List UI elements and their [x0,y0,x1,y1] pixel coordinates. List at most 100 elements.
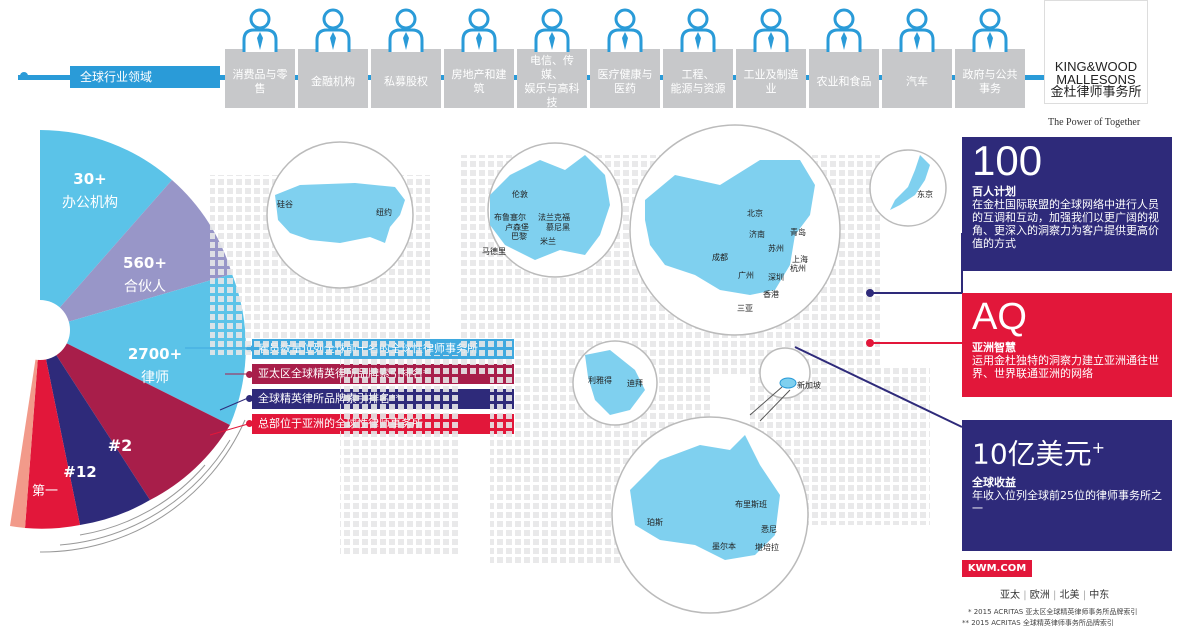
industry-tile: 工业及制造业 [736,49,806,108]
person-icon [388,8,424,52]
region-apac: 亚太 [1000,590,1020,601]
person-icon [753,8,789,52]
industry-label: 工程、 能源与资源 [670,67,726,95]
person-icon [607,8,643,52]
segment-rank12 [40,330,150,525]
panel-revenue: 10亿美元+ 全球收益 年收入位列全球前25位的律师事务所之一 [962,420,1172,551]
industry-label: 电信、传媒、 娱乐与高科技 [524,53,580,109]
industry-heading: 全球行业领域 [70,66,220,88]
city-silicon-valley: 硅谷 [277,200,293,209]
city-tokyo: 东京 [917,190,933,199]
city-madrid: 马德里 [482,247,506,256]
city-chengdu: 成都 [712,253,728,262]
city-singapore: 新加坡 [797,381,821,390]
segment-edge [10,330,40,528]
website-link[interactable]: KWM.COM [962,560,1032,577]
industry-tile: 消费品与零售 [225,49,295,108]
city-hong-kong: 香港 [763,290,779,299]
china-map-circle [629,124,841,336]
industry-label: 金融机构 [311,74,355,88]
logo-line3: 金杜律师事务所 [1050,85,1142,100]
city-new-york: 纽约 [376,208,392,217]
industry-tile: 汽车 [882,49,952,108]
person-icon [826,8,862,52]
industry-label: 政府与公共 事务 [962,67,1018,95]
panel-revenue-sup: + [1091,438,1106,457]
person-icon [680,8,716,52]
lawyers-label: 律师 [141,370,169,386]
panel-aq-sub: 亚洲智慧 [972,341,1016,354]
rank2-value: #2 [107,436,133,455]
industry-tile: 电信、传媒、 娱乐与高科技 [517,49,587,109]
person-icon [972,8,1008,52]
callout-dot-3 [246,395,253,402]
person-icon [242,8,278,52]
city-dubai: 迪拜 [627,379,643,388]
city-brisbane: 布里斯班 [735,500,767,509]
segment-first [25,330,80,529]
panel-100-plan: 100 百人计划 在金杜国际联盟的全球网络中进行人员的互调和互动，加强我们以更广… [962,137,1172,271]
panel-revenue-big: 10亿美元 [972,437,1092,471]
city-melbourne: 墨尔本 [712,542,736,551]
industry-tile: 医疗健康与 医药 [590,49,660,108]
logo-line1: KING&WOOD [1054,59,1138,74]
city-milan: 米兰 [540,237,556,246]
footnote-1: * 2015 ACRITAS 亚太区全球精英律师事务所品牌索引 [968,608,1138,616]
person-icon [534,8,570,52]
industry-label: 消费品与零售 [232,67,288,95]
callout-dot-2 [246,371,253,378]
panel-100-sub: 百人计划 [972,185,1016,198]
industry-tile: 房地产和建筑 [444,49,514,108]
industry-label: 房地产和建筑 [451,67,507,95]
region-list: 亚太 | 欧洲 | 北美 | 中东 [1000,590,1110,601]
industry-tile: 政府与公共 事务 [955,49,1025,108]
rank12-value: #12 [63,463,97,481]
panel-100-big: 100 [972,137,1043,184]
singapore-map-circle [749,347,811,422]
partners-value: 560+ [123,254,167,272]
footnote-2: ** 2015 ACRITAS 全球精英律师事务所品牌索引 [962,619,1114,627]
city-paris: 巴黎 [511,232,527,241]
industry-label: 汽车 [906,74,928,88]
city-guangzhou: 广州 [738,271,754,280]
panel-aq-desc: 运用金杜独特的洞察力建立亚洲通往世界、世界联通亚洲的网络 [972,354,1159,380]
industry-label: 私募股权 [384,74,428,88]
partners-label: 合伙人 [124,279,166,295]
segment-lawyers [40,274,246,425]
stats-radial-chart [10,130,246,553]
first-value: 第一 [31,484,58,499]
city-shenzhen: 深圳 [768,273,784,282]
panel-100-desc: 在金杜国际联盟的全球网络中进行人员的互调和互动，加强我们以更广阔的视角、更深入的… [972,198,1159,250]
segment-offices [40,130,172,330]
us-map-circle [266,141,414,289]
offices-value: 30+ [73,170,107,188]
city-qingdao: 青岛 [790,228,806,237]
panel-revenue-sub: 全球收益 [972,476,1016,490]
region-north-america: 北美 [1059,590,1080,601]
industry-tile: 私募股权 [371,49,441,108]
tagline: The Power of Together [1048,117,1141,128]
city-hangzhou: 杭州 [790,264,806,273]
segment-rank2 [40,330,230,500]
person-icon [899,8,935,52]
city-canberra: 堪培拉 [755,543,779,552]
industry-timeline-dot [20,72,28,80]
city-shanghai: 上海 [792,255,808,264]
region-middle-east: 中东 [1089,590,1110,601]
lawyers-value: 2700+ [127,345,183,363]
segment-partners [40,180,232,330]
city-brussels: 布鲁塞尔 [494,213,526,222]
panel-aq: AQ 亚洲智慧 运用金杜独特的洞察力建立亚洲通往世界、世界联通亚洲的网络 [962,293,1172,397]
city-london: 伦敦 [512,190,528,199]
middle-east-map-circle [572,340,658,426]
offices-label: 办公机构 [62,195,118,211]
industry-tile: 农业和食品 [809,49,879,108]
company-logo: KING&WOOD MALLESONS 金杜律师事务所 [1044,0,1148,104]
city-riyadh: 利雅得 [588,376,612,385]
japan-map-circle [869,149,947,227]
person-icon [461,8,497,52]
city-jinan: 济南 [749,230,765,239]
panel-aq-big: AQ [972,296,1027,338]
city-beijing: 北京 [747,209,763,218]
industry-label: 工业及制造业 [743,67,799,95]
